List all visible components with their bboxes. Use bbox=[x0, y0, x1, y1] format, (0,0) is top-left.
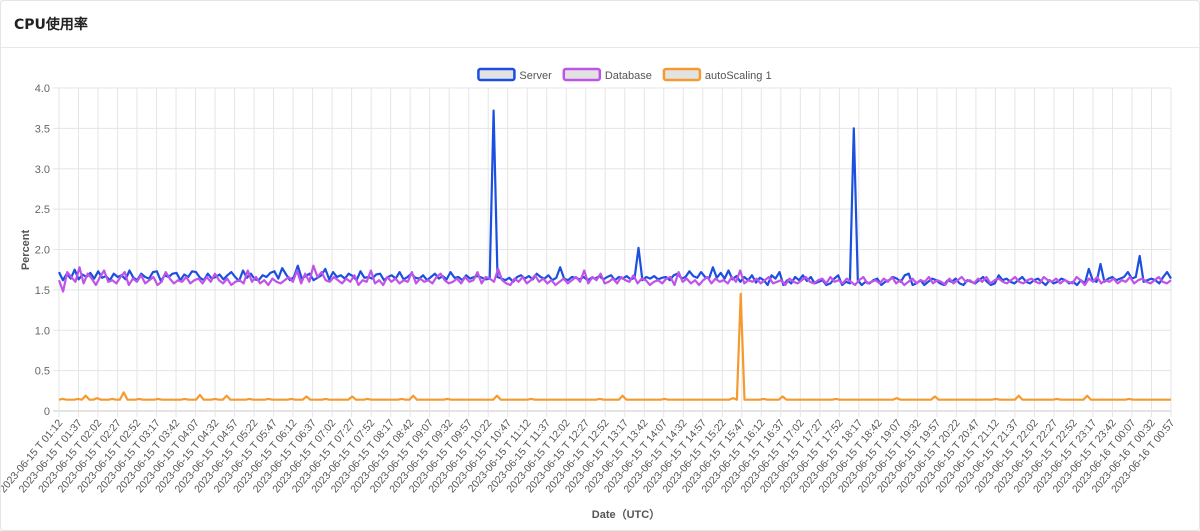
series-lines bbox=[57, 109, 1172, 401]
legend-item-autoscaling-1[interactable]: autoScaling 1 bbox=[662, 67, 772, 82]
legend-label: Database bbox=[605, 70, 652, 82]
legend-swatch bbox=[562, 67, 602, 82]
card-header: CPU使用率 bbox=[1, 1, 1199, 48]
y-tick-label: 4.0 bbox=[35, 83, 50, 95]
cpu-usage-chart: 0 0.5 1.0 1.5 2.0 2.5 3.0 3.5 4.0 2023-06-15 T 0… bbox=[1, 67, 1177, 521]
y-axis-label: Percent bbox=[20, 229, 32, 270]
y-tick-label: 3.0 bbox=[35, 164, 50, 176]
legend-item-server[interactable]: Server bbox=[477, 67, 552, 82]
y-tick-label: 3.5 bbox=[35, 123, 50, 135]
legend-swatch bbox=[662, 67, 702, 82]
series-line-server[interactable] bbox=[58, 109, 1172, 287]
grid-lines bbox=[53, 87, 1172, 417]
y-tick-label: 0.5 bbox=[35, 366, 50, 378]
legend-label: autoScaling 1 bbox=[705, 70, 772, 82]
legend[interactable]: Server Database autoScaling 1 bbox=[477, 67, 772, 82]
legend-label: Server bbox=[519, 70, 552, 82]
y-axis-ticks: 0 0.5 1.0 1.5 2.0 2.5 3.0 3.5 4.0 bbox=[35, 83, 50, 418]
page-title: CPU使用率 bbox=[14, 17, 88, 33]
series-line-autoscaling-1[interactable] bbox=[58, 292, 1171, 401]
y-tick-label: 0 bbox=[44, 406, 50, 418]
y-tick-label: 1.0 bbox=[35, 325, 50, 337]
legend-item-database[interactable]: Database bbox=[562, 67, 652, 82]
series-line-database[interactable] bbox=[57, 264, 1172, 293]
legend-swatch bbox=[477, 67, 516, 82]
y-tick-label: 2.0 bbox=[35, 245, 50, 257]
y-tick-label: 2.5 bbox=[35, 204, 50, 216]
x-axis-label: Date（UTC） bbox=[592, 508, 660, 521]
y-tick-label: 1.5 bbox=[35, 285, 50, 297]
